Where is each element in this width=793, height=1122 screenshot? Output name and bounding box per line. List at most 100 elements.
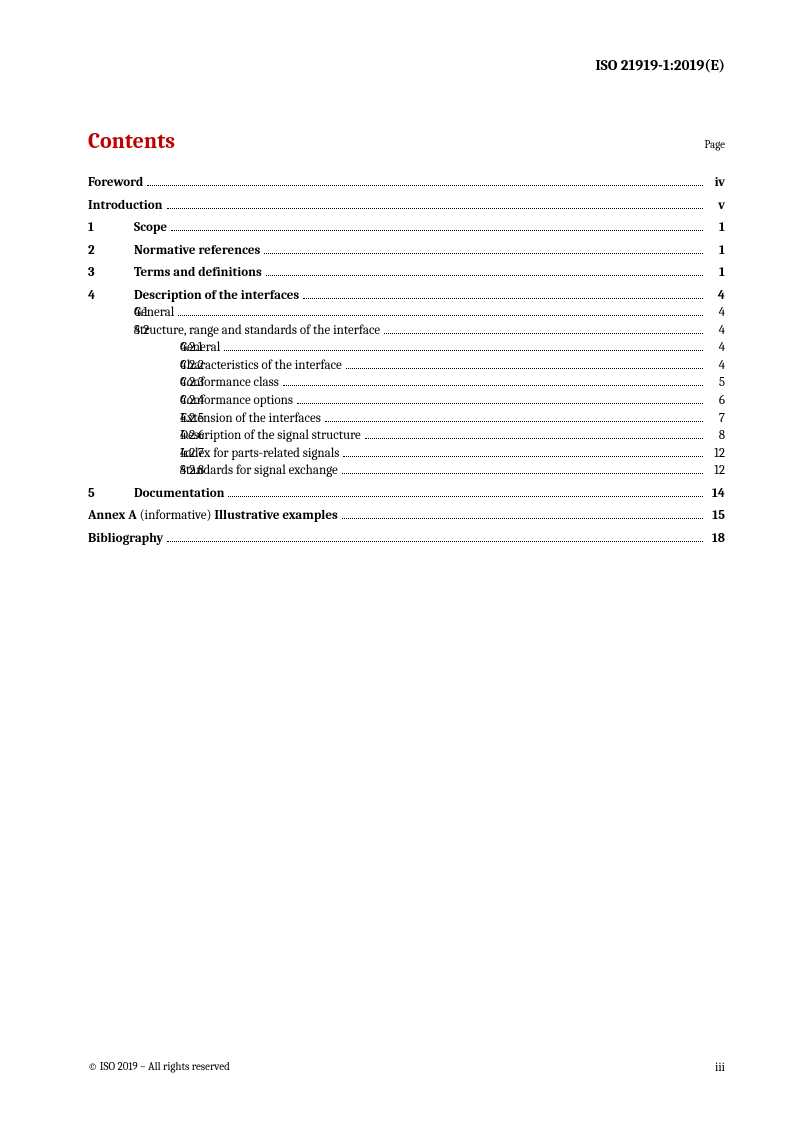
- toc-entry-number: 4.2.2: [88, 357, 180, 375]
- toc-entry-title: Description of the signal structure: [180, 427, 361, 445]
- toc-entry: Introduction v: [88, 197, 725, 215]
- page-footer: © ISO 2019 – All rights reserved iii: [88, 1060, 725, 1074]
- toc-entry-page: 15: [707, 507, 725, 525]
- toc-entry-title: Annex A (informative) Illustrative examp…: [88, 507, 338, 525]
- copyright-text: © ISO 2019 – All rights reserved: [88, 1060, 230, 1074]
- toc-entry-title: Normative references: [134, 242, 260, 260]
- toc-entry: 4.2.7Index for parts-related signals 12: [88, 445, 725, 463]
- contents-heading: Contents: [88, 128, 175, 154]
- toc-leader: [171, 220, 703, 231]
- toc-leader: [266, 265, 703, 276]
- toc-entry: 3Terms and definitions 1: [88, 264, 725, 282]
- toc-entry-page: 1: [707, 264, 725, 282]
- toc-leader: [342, 508, 703, 519]
- annex-note: (informative): [137, 508, 215, 523]
- annex-title: Illustrative examples: [214, 508, 337, 523]
- toc-entry-page: v: [707, 197, 725, 215]
- toc-entry: 4.2.6Description of the signal structure…: [88, 427, 725, 445]
- toc-entry-page: 4: [707, 287, 725, 305]
- toc-leader: [346, 358, 703, 369]
- document-id-header: ISO 21919-1:2019(E): [88, 56, 725, 74]
- page-column-label: Page: [704, 138, 725, 151]
- toc-entry-page: iv: [707, 174, 725, 192]
- toc-entry-page: 7: [707, 410, 725, 428]
- toc-entry: 4.2.2Characteristics of the interface 4: [88, 357, 725, 375]
- toc-entry-page: 4: [707, 322, 725, 340]
- toc-entry-page: 4: [707, 357, 725, 375]
- toc-entry: Foreword iv: [88, 174, 725, 192]
- toc-entry-number: 4.2.4: [88, 392, 180, 410]
- toc-entry-number: 4.2.7: [88, 445, 180, 463]
- toc-entry: 4.2.3Conformance class 5: [88, 374, 725, 392]
- toc-entry: Bibliography 18: [88, 530, 725, 548]
- toc-leader: [167, 198, 703, 209]
- toc-leader: [167, 531, 703, 542]
- toc-entry-number: 4.2.5: [88, 410, 180, 428]
- toc-entry-title: Documentation: [134, 485, 224, 503]
- toc-entry-page: 18: [707, 530, 725, 548]
- toc-entry-title: Introduction: [88, 197, 163, 215]
- toc-entry-number: 4.1: [88, 304, 134, 322]
- toc-entry-page: 8: [707, 427, 725, 445]
- toc-entry-title: General: [134, 304, 174, 322]
- toc-entry-number: 4.2.3: [88, 374, 180, 392]
- toc-entry-title: Standards for signal exchange: [180, 462, 338, 480]
- toc-entry: 4.2Structure, range and standards of the…: [88, 322, 725, 340]
- toc-entry-page: 6: [707, 392, 725, 410]
- toc-entry-number: 5: [88, 485, 134, 503]
- toc-entry-page: 1: [707, 219, 725, 237]
- toc-leader: [147, 175, 703, 186]
- toc-entry: 1Scope1: [88, 219, 725, 237]
- title-row: Contents Page: [88, 128, 725, 154]
- toc-entry-title: Index for parts-related signals: [180, 445, 339, 463]
- toc-entry-title: Conformance options: [180, 392, 293, 410]
- toc-entry-page: 12: [707, 462, 725, 480]
- toc-leader: [264, 243, 703, 254]
- toc-entry-number: 4: [88, 287, 134, 305]
- toc-leader: [342, 463, 703, 474]
- toc-entry-page: 4: [707, 304, 725, 322]
- toc-entry-title: Conformance class: [180, 374, 279, 392]
- toc-leader: [365, 428, 703, 439]
- toc-entry-title: Characteristics of the interface: [180, 357, 342, 375]
- toc-leader: [297, 393, 703, 404]
- toc-entry-number: 4.2.1: [88, 339, 180, 357]
- toc-entry-title: Foreword: [88, 174, 143, 192]
- toc-entry: 4Description of the interfaces4: [88, 287, 725, 305]
- toc-entry: 2Normative references1: [88, 242, 725, 260]
- toc-entry-page: 14: [707, 485, 725, 503]
- toc-entry-page: 12: [707, 445, 725, 463]
- toc-entry-title: Description of the interfaces: [134, 287, 299, 305]
- toc-entry: 4.2.4Conformance options 6: [88, 392, 725, 410]
- toc-entry-title: Structure, range and standards of the in…: [134, 322, 380, 340]
- toc-entry-number: 3: [88, 264, 134, 282]
- toc-entry: 4.2.5Extension of the interfaces 7: [88, 410, 725, 428]
- toc-entry-page: 1: [707, 242, 725, 260]
- toc-entry-title: Terms and definitions: [134, 264, 262, 282]
- toc-entry-title: General: [180, 339, 220, 357]
- toc-leader: [343, 446, 703, 457]
- toc-entry-page: 5: [707, 374, 725, 392]
- page-number: iii: [715, 1060, 725, 1074]
- toc-leader: [228, 486, 703, 497]
- toc-entry-page: 4: [707, 339, 725, 357]
- toc-leader: [283, 375, 703, 386]
- table-of-contents: ForewordivIntroductionv1Scope12Normative…: [88, 174, 725, 547]
- toc-entry-title: Scope: [134, 219, 167, 237]
- toc-entry-annex: Annex A (informative) Illustrative examp…: [88, 507, 725, 525]
- toc-entry: 4.2.8Standards for signal exchange12: [88, 462, 725, 480]
- toc-entry-number: 1: [88, 219, 134, 237]
- toc-leader: [178, 305, 703, 316]
- toc-leader: [224, 340, 703, 351]
- toc-entry-title: Extension of the interfaces: [180, 410, 321, 428]
- toc-entry: 5Documentation 14: [88, 485, 725, 503]
- toc-entry-title: Bibliography: [88, 530, 163, 548]
- toc-entry: 4.2.1General 4: [88, 339, 725, 357]
- toc-leader: [384, 323, 703, 334]
- toc-leader: [303, 288, 703, 299]
- toc-entry-number: 4.2.6: [88, 427, 180, 445]
- annex-prefix: Annex A: [88, 508, 137, 523]
- toc-entry-number: 4.2: [88, 322, 134, 340]
- toc-leader: [325, 411, 703, 422]
- toc-entry: 4.1General 4: [88, 304, 725, 322]
